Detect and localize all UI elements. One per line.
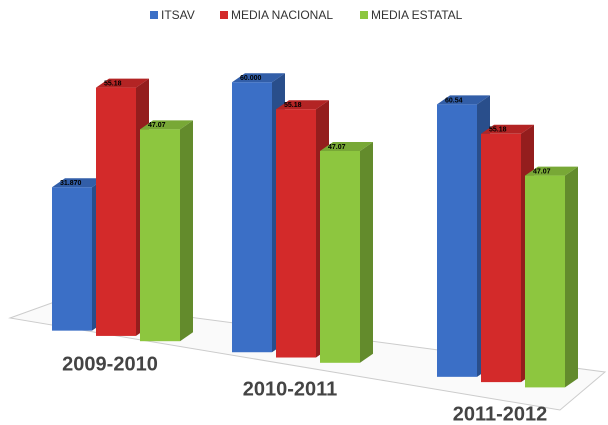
bar-top	[481, 124, 534, 134]
legend-swatch	[150, 11, 158, 19]
bar-top	[320, 141, 373, 151]
bar-top	[437, 95, 490, 105]
legend-swatch	[220, 11, 228, 19]
bar-top	[96, 78, 149, 88]
bar-top	[232, 73, 285, 83]
value-label: 55.18	[284, 102, 302, 109]
bar	[52, 187, 92, 331]
legend-swatch	[360, 11, 368, 19]
value-label: 47.07	[328, 144, 346, 151]
bar-top	[52, 178, 105, 188]
bar	[481, 133, 521, 383]
category-label: 2009-2010	[62, 353, 158, 375]
legend-label: ITSAV	[161, 8, 195, 22]
value-label: 55.18	[104, 80, 122, 87]
bar-side	[565, 166, 578, 388]
value-label: 31.870	[60, 180, 82, 187]
value-label: 60.54	[445, 97, 463, 104]
value-label: 47.07	[148, 122, 166, 129]
bar-top	[140, 120, 193, 130]
value-label: 55.18	[489, 127, 507, 134]
bar	[525, 175, 565, 388]
bar	[232, 82, 272, 353]
bar	[96, 87, 136, 336]
category-label: 2011-2012	[453, 403, 548, 425]
bar-side	[180, 120, 193, 342]
bar-side	[360, 141, 373, 363]
category-label: 2010-2011	[243, 378, 338, 400]
bar	[320, 150, 360, 363]
bar	[276, 109, 316, 358]
bar-top	[276, 100, 329, 110]
bar	[437, 104, 477, 377]
bar	[140, 129, 180, 342]
value-label: 60.000	[240, 75, 262, 82]
bar-top	[525, 166, 578, 176]
legend-label: MEDIA NACIONAL	[231, 8, 333, 22]
value-label: 47.07	[533, 168, 551, 175]
legend-label: MEDIA ESTATAL	[371, 8, 463, 22]
